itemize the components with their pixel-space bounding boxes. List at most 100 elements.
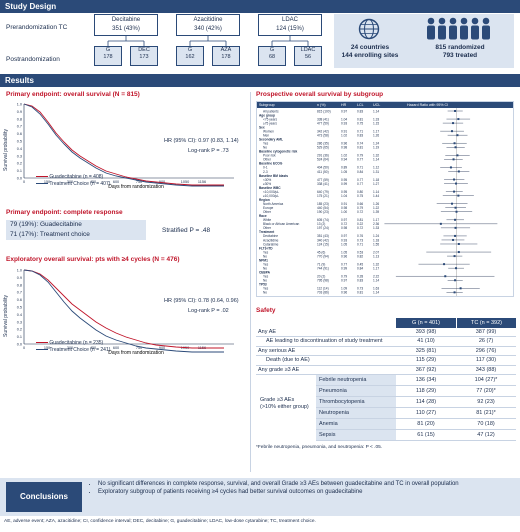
forest-cell: 1.05: [341, 250, 347, 254]
y-tick-label: 0.7: [17, 125, 22, 129]
hr-point: [454, 206, 457, 209]
grade3-g-value: 136 (34): [415, 376, 437, 383]
guadecitabine-curve: [23, 103, 224, 186]
hr-point: [453, 291, 456, 294]
y-tick-label: 0.1: [17, 335, 22, 339]
forest-cell: 1.14: [373, 158, 379, 162]
os-legend-g: Guadecitabine (n = 408): [36, 174, 103, 180]
conclusions-list: No significant differences in complete r…: [98, 481, 510, 496]
forest-cell: 524 (64): [317, 158, 329, 162]
forest-cell: 0.28: [357, 275, 363, 279]
forest-row-label: ≥10,000/µL: [263, 194, 279, 198]
forest-row-label: Treatment: [259, 230, 275, 234]
forest-cell: 1.24: [373, 142, 379, 146]
grade3-g-value: 114 (28): [415, 398, 437, 405]
safety-row: Any AE 393 (98) 387 (99): [256, 328, 516, 338]
grade3-tc-value: 47 (12): [477, 431, 495, 438]
forest-cell: 0.93: [341, 238, 347, 242]
hr-point: [456, 154, 459, 157]
x-tick-label: 450: [90, 346, 96, 350]
hr-point: [457, 251, 460, 254]
forest-cell: 477 (59): [317, 178, 329, 182]
forest-header-row: Subgroup n (%) HR LCL UCL Hazard Ratio with 9…: [257, 102, 513, 108]
forest-cell: 0.97: [341, 279, 347, 283]
grade3-row: Anemia 81 (20) 70 (18): [316, 418, 516, 430]
conclusions-panel: [0, 478, 520, 516]
forest-cell: 0.96: [341, 142, 347, 146]
tc-count: 56: [304, 53, 312, 60]
forest-cell: 0.83: [357, 133, 363, 137]
forest-row-label: NPM1: [259, 258, 268, 262]
forest-cell: 1.55: [373, 242, 379, 246]
grade3-row-label: Sepsis: [316, 429, 396, 440]
forest-cell: 0.98: [341, 206, 347, 210]
arm-azacitidine: Azacitidine 340 (42%): [176, 14, 240, 36]
y-tick-label: 1.0: [17, 103, 22, 107]
forest-cell: 1.14: [373, 109, 379, 113]
grade3-row-label: Thrombocytopenia: [316, 396, 396, 407]
arm-count: 351 (43%): [112, 26, 140, 32]
hr-point: [454, 146, 457, 149]
forest-cell: 0.75: [357, 194, 363, 198]
forest-row-label: Yes: [263, 287, 269, 291]
hr-point: [457, 170, 460, 173]
forest-cell: 1.32: [373, 154, 379, 158]
forest-row-label: Yes: [263, 275, 269, 279]
arm-count: 124 (15%): [276, 26, 304, 32]
forest-row-label: Europe: [263, 206, 274, 210]
grade3-row: Sepsis 61 (15) 47 (12): [316, 429, 516, 441]
forest-row-label: Poor risk: [263, 154, 276, 158]
forest-row-label: TP53: [259, 283, 267, 287]
safety-tc-value: 26 (7): [478, 338, 494, 345]
forest-cell: 0.82: [357, 254, 363, 258]
forest-cell: 1.26: [373, 202, 379, 206]
forest-col-header: n (%): [317, 103, 326, 107]
forest-cell: 2.22: [373, 275, 379, 279]
forest-col-header: Hazard Ratio with 95% CI: [407, 103, 449, 107]
forest-row-label: Baseline BM blasts: [259, 174, 288, 178]
forest-cell: 0.75: [357, 121, 363, 125]
forest-row-label: <10,000/µL: [263, 190, 279, 194]
g-cell: G 178: [94, 46, 122, 66]
safety-header: G (n = 401) TC (n = 392): [256, 318, 516, 328]
hr-point: [457, 118, 460, 121]
forest-cell: 0.80: [357, 190, 363, 194]
forest-cell: 1.15: [373, 121, 379, 125]
forest-cell: 0.99: [341, 266, 347, 270]
forest-cell: 440 (54): [317, 206, 329, 210]
forest-col-header: HR: [341, 103, 347, 107]
x-tick-label: 750: [136, 346, 142, 350]
forest-row-label: 2-3: [263, 170, 268, 174]
km-xlabel: Days from randomization: [108, 350, 164, 356]
forest-cell: 0.73: [357, 238, 363, 242]
tc-label: AZA: [220, 47, 232, 53]
x-tick-label: 150: [44, 180, 50, 184]
forest-cell: 1.19: [373, 146, 379, 150]
forest-cell: 795 (98): [317, 279, 329, 283]
conclusion-bullet: No significant differences in complete r…: [98, 481, 510, 489]
forest-cell: 291 (36): [317, 154, 329, 158]
grade3-g-value: 110 (27): [415, 409, 437, 416]
postrand-label: Postrandomization: [6, 56, 60, 63]
forest-row-label: Region: [259, 198, 270, 202]
forest-cell: 0.71: [357, 166, 363, 170]
forest-cell: 286 (35): [317, 142, 329, 146]
safety-row: Any grade ≥3 AE 367 (92) 343 (88): [256, 366, 516, 375]
forest-cell: 404 (50): [317, 166, 329, 170]
forest-marks: All patients 815 (100) 0.97 0.83 1.14 Age gro…: [259, 108, 498, 296]
forest-row-label: Race: [259, 214, 267, 218]
forest-row-label: ≥75 years: [263, 121, 277, 125]
exp-p: Log-rank P = .02: [188, 308, 229, 314]
grade3-row-label: Febrile neutropenia: [316, 374, 396, 385]
safety-col-g: G (n = 401): [396, 318, 456, 328]
forest-row-label: Baseline WBC: [259, 186, 281, 190]
grade3-row: Thrombocytopenia 114 (28) 92 (23): [316, 396, 516, 408]
forest-cell: 1.33: [373, 226, 379, 230]
forest-row-label: Other: [263, 158, 272, 162]
forest-row-label: Sex: [259, 125, 265, 129]
forest-cell: 1.12: [373, 166, 379, 170]
y-tick-label: 1.0: [17, 269, 22, 273]
grade3-row: Febrile neutropenia 136 (34) 104 (27)*: [316, 374, 516, 386]
safety-tc-value: 343 (88): [475, 366, 497, 373]
forest-cell: 338 (41): [317, 117, 329, 121]
